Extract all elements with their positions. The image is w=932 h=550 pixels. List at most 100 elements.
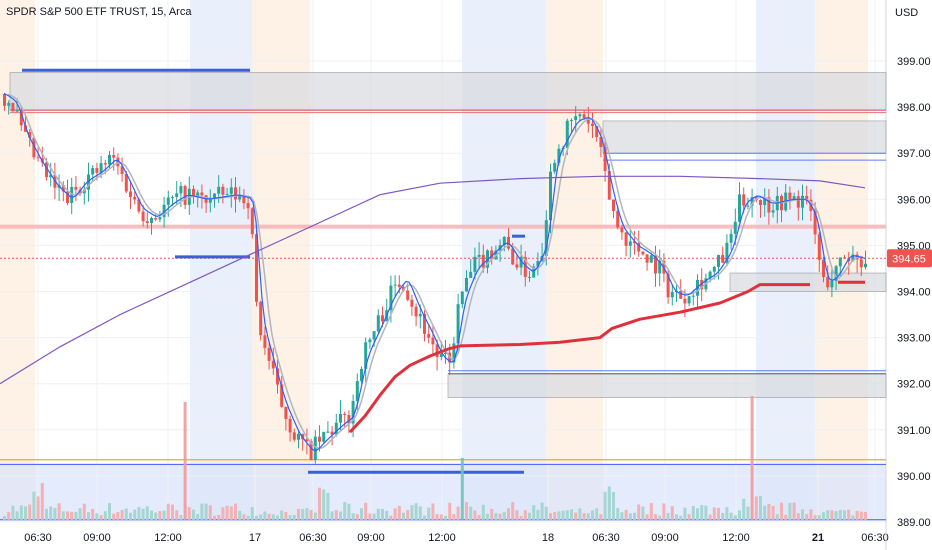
candle-body — [544, 220, 548, 256]
volume-bar — [507, 508, 510, 520]
candle-body — [805, 195, 809, 200]
candle-body — [767, 197, 771, 213]
candle-body — [519, 256, 523, 268]
candle-body — [330, 431, 334, 435]
candle-body — [406, 290, 410, 300]
volume-bar — [28, 504, 32, 520]
volume-bar — [721, 512, 725, 520]
volume-bar — [36, 496, 40, 520]
candle-body — [763, 197, 767, 206]
volume-bar — [208, 505, 212, 520]
volume-bar — [759, 495, 762, 520]
volume-bar — [654, 514, 657, 520]
candle-body — [45, 162, 48, 178]
volume-bar — [801, 509, 804, 520]
candle-body — [276, 368, 279, 385]
candle-body — [771, 210, 775, 213]
y-tick-label: 392.00 — [897, 379, 931, 391]
candle-body — [103, 163, 107, 165]
y-tick-label: 390.00 — [897, 471, 931, 483]
volume-bar — [351, 513, 355, 520]
volume-bar — [826, 510, 830, 520]
volume-bar — [574, 512, 578, 520]
candle-body — [532, 266, 536, 278]
volume-bar — [633, 512, 636, 520]
volume-bar — [305, 508, 309, 520]
volume-bar — [717, 507, 720, 520]
candle-body — [381, 315, 384, 322]
candle-body — [423, 313, 426, 334]
candle-body — [725, 242, 729, 263]
candle-body — [95, 168, 99, 173]
x-tick-label: 06:30 — [24, 532, 52, 544]
volume-bar — [95, 513, 99, 520]
candle-body — [557, 148, 561, 163]
candle-body — [70, 186, 74, 203]
candle-body — [368, 339, 372, 343]
volume-bar — [271, 514, 275, 520]
volume-bar — [53, 507, 57, 520]
volume-bar — [549, 513, 552, 520]
volume-bar — [124, 508, 128, 520]
volume-bar — [767, 503, 771, 520]
volume-bar — [427, 507, 431, 520]
volume-bar — [780, 502, 783, 520]
candle-body — [242, 195, 246, 204]
candle-body — [670, 291, 674, 298]
candle-body — [418, 313, 422, 317]
volume-bar — [582, 513, 586, 520]
volume-bar — [213, 515, 216, 520]
candle-body — [679, 291, 683, 299]
volume-bar — [746, 506, 750, 520]
candle-body — [145, 221, 149, 224]
volume-bar — [599, 514, 603, 520]
x-tick-label: 12:00 — [722, 532, 750, 544]
candle-body — [582, 114, 586, 118]
volume-bar — [666, 513, 670, 520]
volume-bar — [675, 514, 678, 520]
volume-bar — [355, 514, 359, 520]
volume-bar — [452, 514, 456, 520]
volume-bar — [544, 506, 548, 520]
volume-bar — [687, 514, 691, 520]
volume-bar — [612, 492, 615, 520]
volume-bar — [641, 506, 645, 520]
candle-body — [717, 254, 720, 267]
candle-body — [834, 266, 838, 281]
candle-body — [141, 211, 145, 222]
volume-bar — [120, 510, 124, 520]
volume-bar — [838, 509, 842, 520]
candle-body — [637, 243, 641, 252]
volume-bar — [742, 498, 746, 520]
candle-body — [624, 232, 628, 246]
candle-body — [133, 196, 137, 200]
x-tick-label: 09:00 — [651, 532, 679, 544]
volume-bar — [158, 511, 162, 520]
candle-body — [599, 137, 603, 148]
candle-body — [721, 254, 725, 263]
candle-body — [192, 188, 195, 197]
candle-body — [410, 299, 414, 307]
volume-bar — [91, 508, 95, 520]
volume-bar — [616, 508, 620, 520]
pink-level — [0, 224, 886, 229]
volume-bar — [326, 492, 330, 520]
candle-body — [267, 347, 271, 361]
candle-body — [229, 187, 233, 195]
candle-body — [179, 185, 183, 194]
candle-body — [796, 196, 800, 208]
candle-body — [507, 236, 510, 249]
volume-bar — [150, 510, 153, 520]
candle-body — [280, 384, 284, 407]
candle-body — [238, 195, 242, 200]
volume-bar — [280, 510, 284, 520]
volume-bar — [112, 513, 116, 520]
volume-bar — [864, 512, 867, 520]
volume-bar — [809, 509, 813, 520]
candle-body — [574, 116, 578, 121]
volume-bar — [116, 512, 120, 520]
volume-bar — [624, 509, 628, 520]
candle-body — [612, 199, 615, 211]
